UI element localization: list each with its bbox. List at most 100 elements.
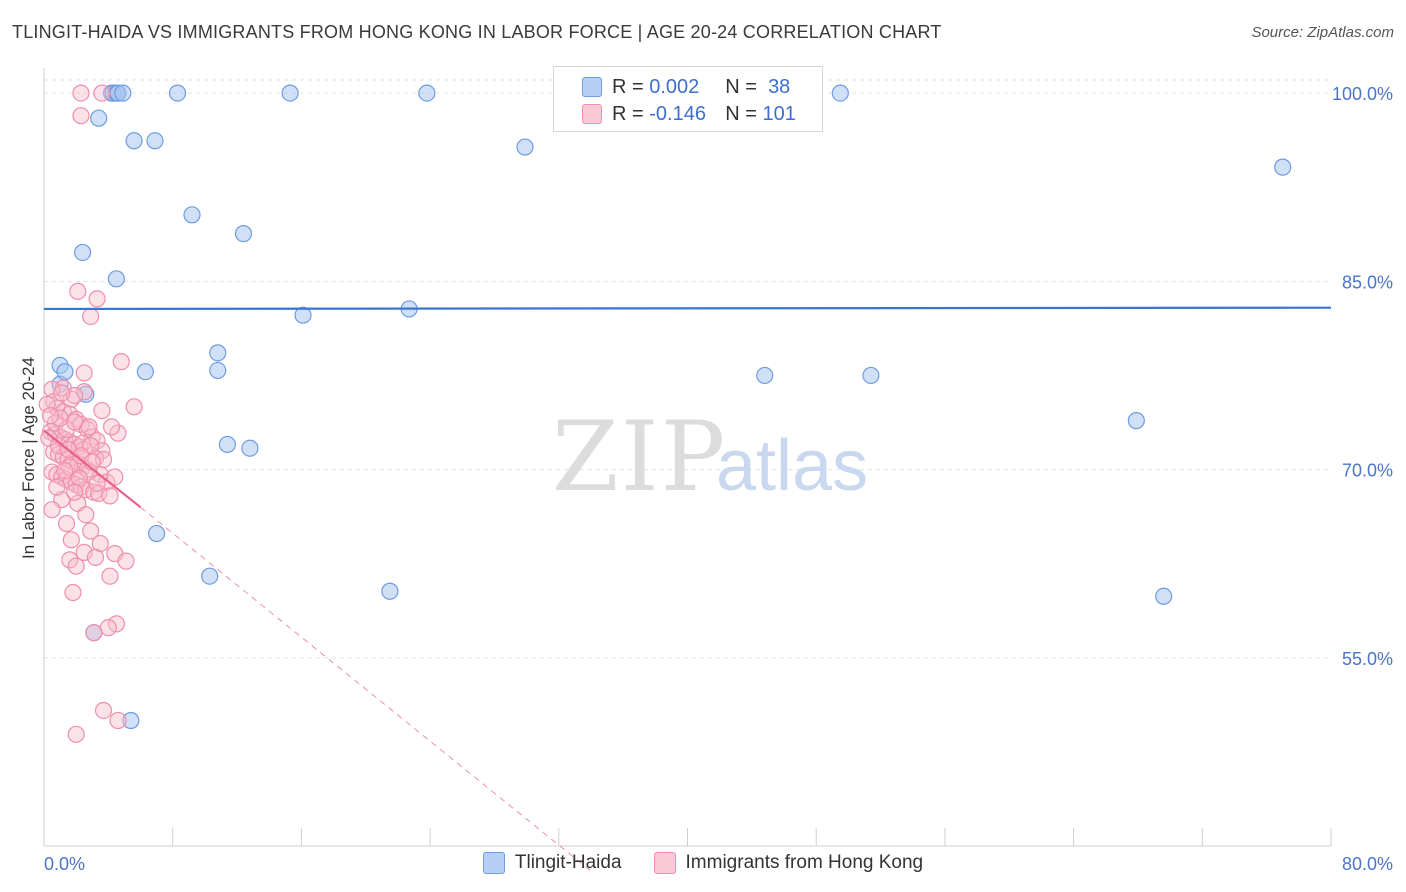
legend-label-tlingit-haida: Tlingit-Haida <box>514 852 622 873</box>
point-hong-kong <box>82 522 100 540</box>
point-hong-kong <box>65 483 84 501</box>
point-tlingit-haida <box>209 344 227 362</box>
point-tlingit-haida <box>1274 158 1292 176</box>
point-hong-kong <box>65 386 84 405</box>
legend-row-tlingit: R = 0.002 N = 38 <box>582 75 790 99</box>
point-tlingit-haida <box>294 306 312 324</box>
point-hong-kong <box>94 701 113 720</box>
watermark-atlas: atlas <box>716 426 868 506</box>
legend-row-hongkong: R = -0.146 N = 101 <box>582 102 796 126</box>
point-hong-kong <box>75 364 93 382</box>
trend-lines <box>43 306 1332 872</box>
point-tlingit-haida <box>381 582 399 600</box>
trend-line-hong-kong-extension <box>140 506 592 872</box>
point-tlingit-haida <box>148 524 166 543</box>
point-hong-kong <box>82 307 100 326</box>
point-hong-kong <box>49 437 68 455</box>
point-hong-kong <box>77 506 95 524</box>
point-tlingit-haida <box>209 361 227 380</box>
point-hong-kong <box>88 474 106 492</box>
point-hong-kong <box>69 282 87 300</box>
point-hong-kong <box>53 384 71 402</box>
point-tlingit-haida <box>201 567 219 585</box>
point-tlingit-haida <box>74 243 92 262</box>
point-hong-kong <box>107 615 125 633</box>
source-label: Source: ZipAtlas.com <box>1251 24 1394 41</box>
point-hong-kong <box>101 487 119 505</box>
point-tlingit-haida <box>114 84 132 102</box>
legend-r-value: 0.002 <box>649 75 700 98</box>
point-hong-kong <box>75 543 93 561</box>
legend-swatch-pink <box>653 852 676 874</box>
point-hong-kong <box>75 383 93 401</box>
point-tlingit-haida <box>218 435 236 454</box>
point-tlingit-haida <box>125 132 143 150</box>
point-tlingit-haida <box>90 109 108 127</box>
point-tlingit-haida <box>756 366 774 385</box>
point-tlingit-haida <box>183 206 201 224</box>
legend-n-label: N = <box>725 75 757 98</box>
point-hong-kong <box>109 424 127 442</box>
legend-swatch-pink <box>582 104 602 124</box>
point-hong-kong <box>88 290 106 308</box>
point-hong-kong <box>48 478 66 496</box>
point-hong-kong <box>56 462 74 480</box>
point-hong-kong <box>102 418 121 436</box>
point-tlingit-haida <box>56 363 74 381</box>
y-tick-label: 100.0% <box>1332 84 1393 104</box>
point-tlingit-haida <box>146 132 164 150</box>
point-tlingit-haida <box>234 225 253 243</box>
legend-n-value: 101 <box>762 102 796 125</box>
point-hong-kong <box>101 567 119 585</box>
x-tick-label: 0.0% <box>44 854 85 874</box>
watermark: ZIP atlas <box>552 401 868 513</box>
point-hong-kong <box>125 398 143 416</box>
y-tick-label: 85.0% <box>1342 272 1393 292</box>
y-tick-label: 55.0% <box>1342 649 1393 669</box>
y-tick-label: 70.0% <box>1342 461 1393 481</box>
legend-r-value: -0.146 <box>649 102 706 125</box>
point-tlingit-haida <box>516 138 534 156</box>
axes <box>43 68 1332 847</box>
y-axis-title: In Labor Force | Age 20-24 <box>19 357 38 559</box>
gridlines <box>44 79 1331 659</box>
legend-item-tlingit-haida: Tlingit-Haida <box>482 852 622 874</box>
point-tlingit-haida <box>122 711 140 730</box>
watermark-zip: ZIP <box>552 401 727 513</box>
legend-r-label: R = <box>612 102 644 125</box>
legend-r-label: R = <box>612 75 644 98</box>
point-hong-kong <box>93 401 111 420</box>
trend-line-hong-kong <box>43 429 142 509</box>
point-hong-kong <box>38 395 56 413</box>
point-hong-kong <box>117 552 135 570</box>
point-hong-kong <box>57 514 76 533</box>
point-tlingit-haida <box>831 84 849 102</box>
point-hong-kong <box>48 465 66 484</box>
point-hong-kong <box>61 551 79 569</box>
point-hong-kong <box>64 583 82 602</box>
point-hong-kong <box>109 711 127 730</box>
chart-title: TLINGIT-HAIDA VS IMMIGRANTS FROM HONG KO… <box>12 22 942 42</box>
legend-item-hong-kong: Immigrants from Hong Kong <box>653 852 923 874</box>
point-hong-kong <box>72 107 90 125</box>
point-tlingit-haida <box>136 363 154 381</box>
point-tlingit-haida <box>107 270 125 288</box>
point-tlingit-haida <box>1127 412 1145 430</box>
point-hong-kong <box>67 725 85 743</box>
legend-n-label: N = <box>725 102 757 125</box>
point-tlingit-haida <box>1155 587 1173 605</box>
series-legend: Tlingit-Haida Immigrants from Hong Kong <box>0 852 1406 874</box>
point-hong-kong <box>67 557 85 575</box>
data-points <box>38 84 1292 743</box>
point-hong-kong <box>62 531 80 549</box>
legend-n-value: 38 <box>768 75 791 98</box>
point-tlingit-haida <box>862 366 880 385</box>
point-hong-kong <box>49 445 68 464</box>
point-hong-kong <box>106 468 124 486</box>
point-tlingit-haida <box>168 84 187 102</box>
point-hong-kong <box>72 84 90 102</box>
point-hong-kong <box>41 406 60 425</box>
legend-swatch-blue <box>582 77 602 97</box>
point-hong-kong <box>65 413 84 431</box>
